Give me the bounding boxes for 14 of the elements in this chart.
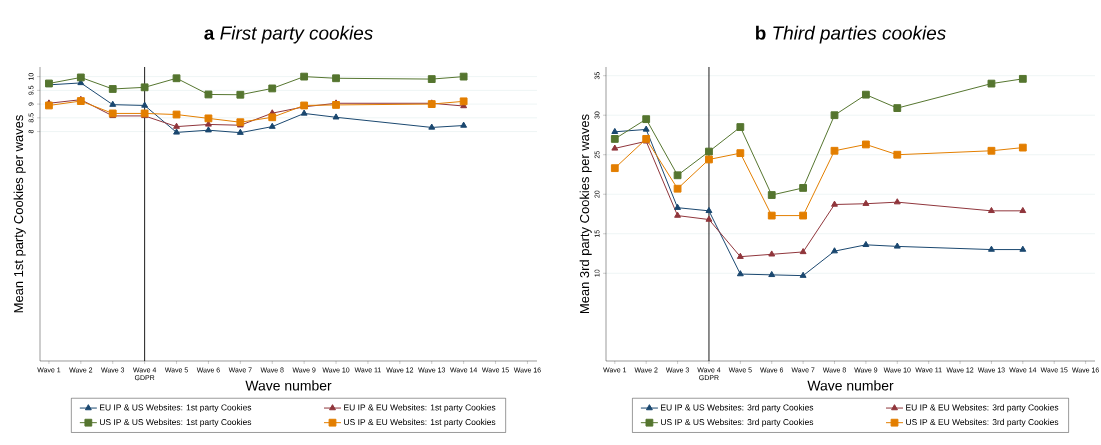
legend-label: US IP & US Websites: 3rd party Cookies	[661, 418, 814, 427]
y-axis-title: Mean 1st party Cookies per waves	[13, 115, 26, 313]
legend-label: EU IP & EU Websites: 3rd party Cookies	[906, 404, 1059, 413]
y-axis-title: Mean 3rd party Cookies per waves	[579, 114, 592, 313]
legend-label: US IP & EU Websites: 1st party Cookies	[344, 418, 496, 427]
chart-title: a First party cookies	[204, 25, 373, 44]
legend-label: US IP & US Websites: 1st party Cookies	[100, 418, 252, 427]
legend-label: EU IP & EU Websites: 1st party Cookies	[344, 404, 496, 413]
legend-label: EU IP & US Websites: 1st party Cookies	[100, 404, 252, 413]
legend-label: EU IP & US Websites: 3rd party Cookies	[661, 404, 814, 413]
x-axis-title: Wave number	[245, 380, 332, 391]
x-axis-title: Wave number	[807, 380, 894, 391]
legend-label: US IP & EU Websites: 3rd party Cookies	[906, 418, 1059, 427]
chart-title: b Third parties cookies	[756, 25, 946, 44]
